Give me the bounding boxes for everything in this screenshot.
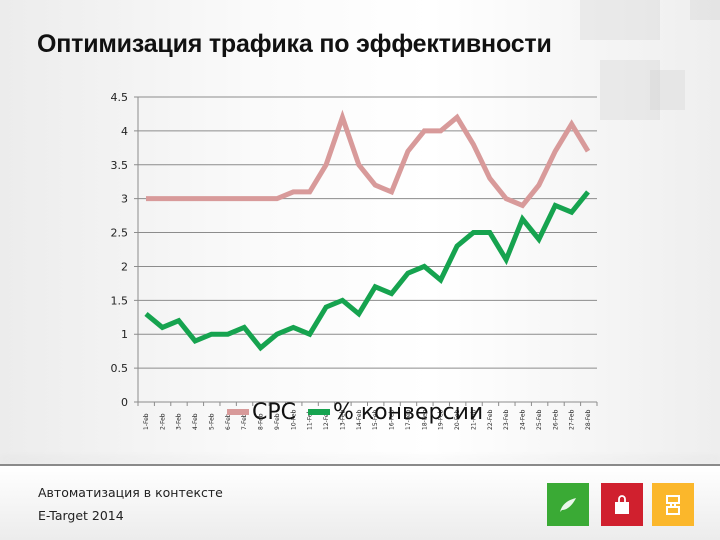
- footer-subtitle: Автоматизация в контексте: [38, 485, 223, 500]
- y-tick-label: 1: [121, 328, 128, 341]
- x-tick-label: 5-Feb: [208, 413, 215, 430]
- x-tick-label: 20-Feb: [454, 409, 461, 430]
- leaf-icon[interactable]: [547, 483, 589, 526]
- shopping-bag-icon[interactable]: [601, 483, 643, 526]
- x-tick-label: 13-Feb: [339, 409, 346, 430]
- x-tick-label: 12-Feb: [323, 409, 330, 430]
- x-tick-label: 6-Feb: [225, 413, 232, 430]
- x-tick-label: 16-Feb: [389, 409, 396, 430]
- x-tick-label: 17-Feb: [405, 409, 412, 430]
- x-tick-label: 2-Feb: [159, 413, 166, 430]
- y-tick-label: 3: [121, 193, 128, 206]
- y-tick-label: 2: [121, 260, 128, 273]
- x-tick-label: 11-Feb: [307, 409, 314, 430]
- x-tick-label: 25-Feb: [536, 409, 543, 430]
- page-title: Оптимизация трафика по эффективности: [37, 30, 552, 58]
- legend-label-conversion: % конверсии: [333, 399, 484, 425]
- footer-divider: [0, 464, 720, 466]
- footer: [0, 466, 720, 540]
- x-tick-label: 1-Feb: [143, 413, 150, 430]
- x-tick-label: 15-Feb: [372, 409, 379, 430]
- series-line: [144, 190, 590, 352]
- bracket-logo-icon[interactable]: [652, 483, 694, 526]
- chart-legend: CPC % конверсии: [227, 397, 495, 427]
- x-tick-label: 10-Feb: [290, 409, 297, 430]
- x-tick-label: 19-Feb: [438, 409, 445, 430]
- legend-label-cpc: CPC: [252, 399, 296, 425]
- y-tick-label: 1.5: [111, 294, 129, 307]
- y-tick-label: 3.5: [111, 159, 129, 172]
- x-tick-label: 24-Feb: [520, 409, 527, 430]
- y-tick-label: 2.5: [111, 227, 129, 240]
- x-tick-label: 4-Feb: [192, 413, 199, 430]
- conversion-swatch: [308, 409, 330, 415]
- x-tick-label: 21-Feb: [470, 409, 477, 430]
- legend-item-cpc: CPC: [227, 400, 296, 425]
- y-tick-label: 0.5: [111, 362, 129, 375]
- footer-brand: E-Target 2014: [38, 508, 124, 523]
- y-tick-label: 4: [121, 125, 128, 138]
- x-tick-label: 27-Feb: [569, 409, 576, 430]
- x-tick-label: 28-Feb: [585, 409, 592, 430]
- x-tick-label: 26-Feb: [552, 409, 559, 430]
- x-tick-label: 18-Feb: [421, 409, 428, 430]
- x-tick-label: 8-Feb: [258, 413, 265, 430]
- y-tick-label: 4.5: [111, 91, 129, 104]
- line-chart: 0 0.5 1 1.5 2 2.5 3 3.5 4 4.5 1-Feb 2-Feb 3-Feb 4-Feb…: [111, 91, 598, 430]
- x-tick-label: 9-Feb: [274, 413, 281, 430]
- x-tick-label: 23-Feb: [503, 409, 510, 430]
- series-line: [146, 109, 591, 209]
- legend-item-conversion: % конверсии: [308, 400, 483, 425]
- y-tick-label: 0: [121, 396, 128, 409]
- x-tick-label: 3-Feb: [176, 413, 183, 430]
- x-tick-label: 7-Feb: [241, 413, 248, 430]
- x-tick-label: 14-Feb: [356, 409, 363, 430]
- cpc-swatch: [227, 409, 249, 415]
- x-tick-label: 22-Feb: [487, 409, 494, 430]
